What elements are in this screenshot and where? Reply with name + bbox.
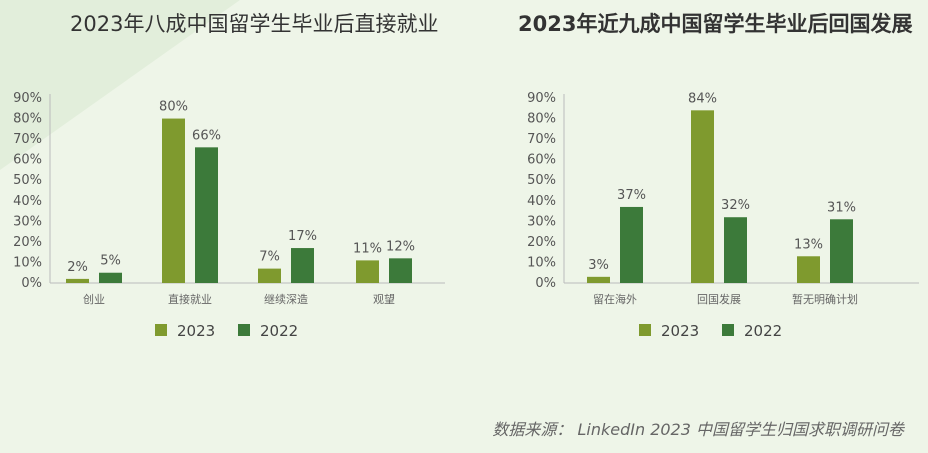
legend-label: 2023 (661, 322, 699, 340)
bar (258, 268, 281, 283)
y-tick-label: 20% (527, 235, 556, 250)
right-chart: 0% 10% 20% 30% 40% 50% 60% 70% 80% 90% 3% 37% 留在海外 84… (527, 91, 919, 340)
data-label: 66% (192, 128, 221, 143)
bar (587, 276, 610, 283)
bar (691, 110, 714, 283)
y-tick-label: 80% (527, 112, 556, 127)
bar (99, 272, 122, 283)
data-label: 12% (386, 239, 415, 254)
data-label: 17% (288, 229, 317, 244)
data-label: 2% (67, 260, 88, 275)
data-label: 84% (688, 91, 717, 106)
data-label: 5% (100, 254, 121, 269)
legend-label: 2022 (260, 322, 298, 340)
y-tick-label: 80% (13, 112, 42, 127)
legend-swatch (639, 324, 651, 336)
y-tick-label: 60% (527, 153, 556, 168)
y-tick-label: 10% (13, 255, 42, 270)
y-tick-label: 70% (13, 132, 42, 147)
left-chart-title: 2023年八成中国留学生毕业后直接就业 (70, 12, 439, 36)
data-label: 32% (721, 198, 750, 213)
y-tick-label: 50% (527, 173, 556, 188)
y-tick-label: 50% (13, 173, 42, 188)
legend-swatch (722, 324, 734, 336)
category-label: 创业 (83, 293, 105, 306)
y-tick-label: 70% (527, 132, 556, 147)
left-chart: 0% 10% 20% 30% 40% 50% 60% 70% 80% 90% 2% 5% 创业 80% 66… (13, 91, 445, 340)
data-label: 37% (617, 188, 646, 203)
data-label: 11% (353, 241, 382, 256)
data-label: 31% (827, 200, 856, 215)
bar (797, 256, 820, 283)
category-label: 留在海外 (593, 292, 637, 306)
bar (724, 217, 747, 283)
y-tick-label: 90% (13, 91, 42, 106)
bar (620, 206, 643, 283)
category-label: 暂无明确计划 (792, 293, 858, 306)
bar (162, 118, 185, 283)
category-label: 直接就业 (168, 292, 212, 306)
legend-label: 2023 (177, 322, 215, 340)
y-tick-label: 20% (13, 235, 42, 250)
y-tick-label: 60% (13, 153, 42, 168)
y-tick-label: 0% (21, 276, 42, 291)
bar (389, 258, 412, 283)
data-label: 80% (159, 100, 188, 115)
bar (291, 248, 314, 283)
y-tick-label: 30% (13, 214, 42, 229)
y-tick-label: 90% (527, 91, 556, 106)
y-tick-label: 40% (527, 194, 556, 209)
right-chart-title: 2023年近九成中国留学生毕业后回国发展 (518, 12, 913, 36)
y-tick-label: 40% (13, 194, 42, 209)
data-label: 7% (259, 250, 280, 265)
category-label: 回国发展 (697, 292, 741, 306)
background-decoration (0, 0, 240, 170)
bar (830, 219, 853, 283)
bar (66, 278, 89, 283)
legend-swatch (238, 324, 250, 336)
data-label: 3% (588, 258, 609, 273)
source-note: 数据来源： LinkedIn 2023 中国留学生归国求职调研问卷 (492, 420, 904, 439)
legend-label: 2022 (744, 322, 782, 340)
category-label: 继续深造 (264, 292, 308, 306)
y-tick-label: 30% (527, 214, 556, 229)
bar (356, 260, 379, 283)
legend-swatch (155, 324, 167, 336)
bar (195, 147, 218, 283)
category-label: 观望 (373, 293, 395, 306)
y-tick-label: 0% (535, 276, 556, 291)
y-tick-label: 10% (527, 255, 556, 270)
data-label: 13% (794, 237, 823, 252)
